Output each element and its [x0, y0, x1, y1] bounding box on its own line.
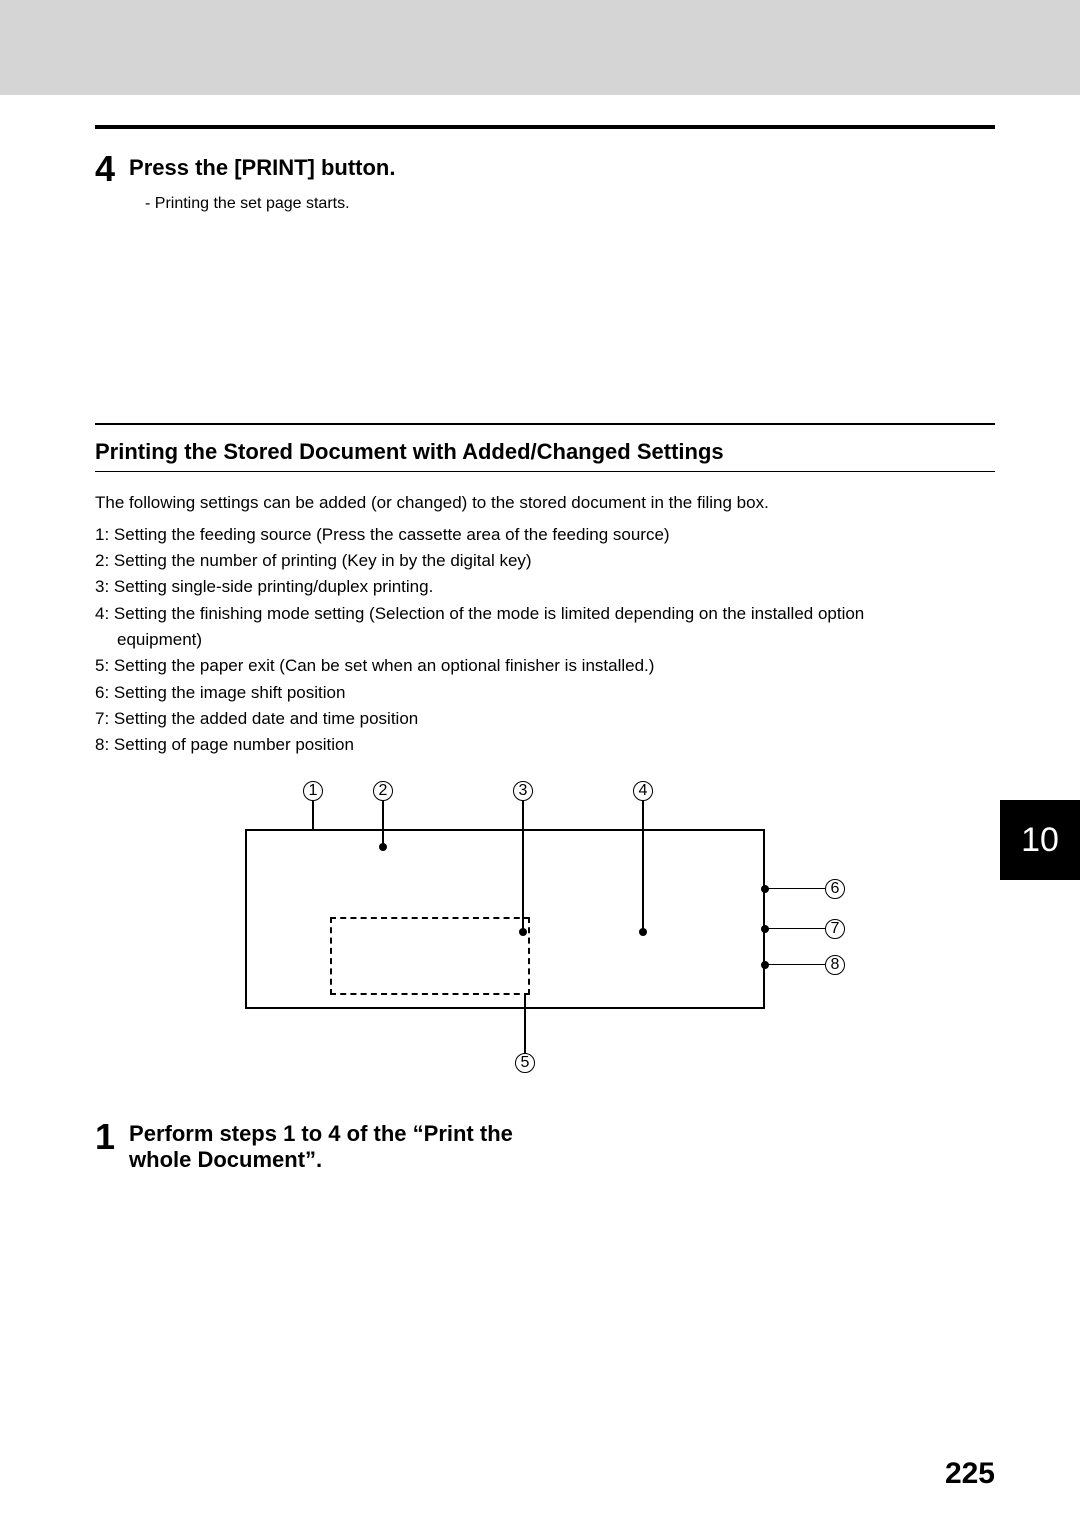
step-note: - Printing the set page starts.: [145, 195, 995, 213]
step-title-line1: Perform steps 1 to 4 of the “Print the: [129, 1119, 513, 1147]
list-item: 4: Setting the finishing mode setting (S…: [95, 601, 995, 627]
callout-7: 7: [825, 919, 845, 939]
leader: [765, 888, 825, 890]
callout-3: 3: [513, 781, 533, 801]
section-underline: [95, 471, 995, 472]
leader: [642, 801, 644, 931]
chapter-tab: 10: [1000, 800, 1080, 880]
settings-diagram: 1 2 3 4 5 6 7 8: [185, 781, 905, 1091]
callout-6: 6: [825, 879, 845, 899]
leader-dot: [379, 843, 387, 851]
leader: [524, 995, 526, 1053]
leader-dot: [761, 925, 769, 933]
list-item: 7: Setting the added date and time posit…: [95, 706, 995, 732]
callout-4: 4: [633, 781, 653, 801]
step-4: 4 Press the [PRINT] button.: [95, 151, 995, 187]
leader-dot: [519, 928, 527, 936]
leader-dot: [761, 885, 769, 893]
leader-dot: [639, 928, 647, 936]
list-item: 1: Setting the feeding source (Press the…: [95, 522, 995, 548]
list-item: 2: Setting the number of printing (Key i…: [95, 548, 995, 574]
list-item: 8: Setting of page number position: [95, 732, 995, 758]
list-item: 5: Setting the paper exit (Can be set wh…: [95, 653, 995, 679]
callout-2: 2: [373, 781, 393, 801]
leader: [522, 801, 524, 931]
page-number: 225: [945, 1457, 995, 1491]
step-number: 1: [95, 1119, 115, 1155]
manual-page: 4 Press the [PRINT] button. - Printing t…: [0, 95, 1080, 1526]
step-1: 1 Perform steps 1 to 4 of the “Print the…: [95, 1119, 995, 1173]
leader: [312, 801, 314, 829]
callout-8: 8: [825, 955, 845, 975]
step-title: Press the [PRINT] button.: [129, 151, 395, 181]
top-rule: [95, 125, 995, 129]
list-item: 6: Setting the image shift position: [95, 680, 995, 706]
list-item: 3: Setting single-side printing/duplex p…: [95, 574, 995, 600]
section-top-rule: [95, 423, 995, 425]
spacer: [95, 213, 995, 423]
leader: [765, 964, 825, 966]
section-title: Printing the Stored Document with Added/…: [95, 439, 995, 465]
callout-5: 5: [515, 1053, 535, 1073]
callout-1: 1: [303, 781, 323, 801]
step-title-line2: whole Document”.: [129, 1147, 513, 1173]
list-item-cont: equipment): [95, 627, 995, 653]
section-intro: The following settings can be added (or …: [95, 490, 995, 516]
diagram-inner-box: [330, 917, 530, 995]
step-number: 4: [95, 151, 115, 187]
leader-dot: [761, 961, 769, 969]
settings-list: 1: Setting the feeding source (Press the…: [95, 522, 995, 759]
leader: [765, 928, 825, 930]
leader: [382, 801, 384, 846]
